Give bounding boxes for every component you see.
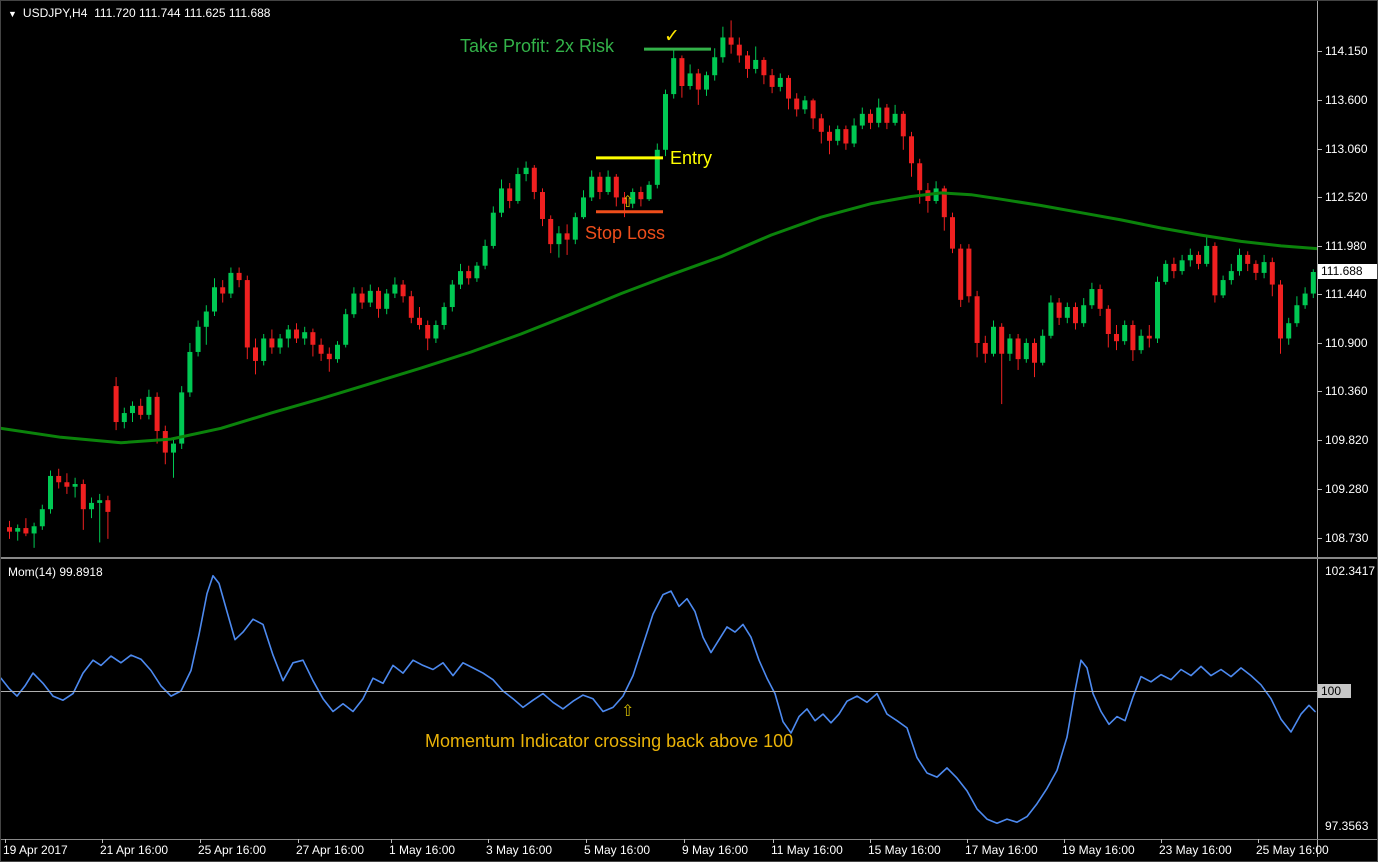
momentum-indicator-chart[interactable] xyxy=(1,560,1317,839)
price-axis-label: 110.360 xyxy=(1325,384,1368,399)
price-axis-label: 114.150 xyxy=(1325,43,1368,58)
symbol-timeframe-label: USDJPY,H4 xyxy=(22,6,88,20)
price-axis-tick xyxy=(1317,245,1322,247)
price-axis-tick xyxy=(1317,440,1322,441)
current-price-tag: 111.688 xyxy=(1318,264,1377,279)
time-axis-tick xyxy=(684,839,685,843)
time-axis-tick xyxy=(102,839,103,843)
time-axis-label: 21 Apr 16:00 xyxy=(100,843,169,857)
time-axis-label: 23 May 16:00 xyxy=(1159,843,1232,857)
momentum-100-tag: 100 xyxy=(1318,684,1351,698)
time-axis-tick xyxy=(773,839,774,843)
take-profit-label[interactable]: Take Profit: 2x Risk xyxy=(460,36,615,56)
momentum-note-label[interactable]: Momentum Indicator crossing back above 1… xyxy=(425,731,794,751)
price-axis-label: 112.520 xyxy=(1325,190,1368,205)
time-axis-tick xyxy=(298,839,299,843)
panel-separator[interactable] xyxy=(1,557,1377,559)
price-axis-label: 110.900 xyxy=(1325,335,1368,350)
time-axis-label: 11 May 16:00 xyxy=(771,843,843,857)
time-axis-label: 5 May 16:00 xyxy=(584,843,651,857)
time-axis-label: 19 May 16:00 xyxy=(1062,843,1135,857)
time-axis-label: 27 Apr 16:00 xyxy=(296,843,365,857)
momentum-100-level-line xyxy=(1,691,1317,692)
time-axis-label: 3 May 16:00 xyxy=(486,843,553,857)
price-axis-label: 113.060 xyxy=(1325,141,1368,156)
time-axis-label: 19 Apr 2017 xyxy=(3,843,68,857)
time-axis-label: 25 May 16:00 xyxy=(1256,843,1329,857)
time-axis-tick xyxy=(586,839,587,843)
price-axis-label: 111.980 xyxy=(1325,238,1367,253)
price-axis-tick xyxy=(1317,100,1322,102)
time-axis-tick xyxy=(870,839,871,843)
momentum-indicator-label: Mom(14) 99.8918 xyxy=(8,565,103,579)
time-axis-separator xyxy=(1,839,1377,840)
time-axis-tick xyxy=(967,839,968,843)
price-axis-tick xyxy=(1317,488,1322,490)
entry-up-arrow-icon: ⇧ xyxy=(621,194,635,211)
stop-loss-label[interactable]: Stop Loss xyxy=(585,223,666,243)
price-axis-label: 113.600 xyxy=(1325,93,1368,108)
chart-title: ▼ USDJPY,H4 111.720 111.744 111.625 111.6… xyxy=(8,6,270,20)
price-axis-tick xyxy=(1317,294,1322,296)
time-axis-tick xyxy=(5,839,6,843)
price-axis-label: 109.820 xyxy=(1325,433,1369,447)
momentum-axis-bottom-label: 97.3563 xyxy=(1325,819,1369,833)
price-axis-tick xyxy=(1317,391,1322,393)
time-axis-tick xyxy=(1161,839,1162,843)
price-axis-tick xyxy=(1317,50,1322,52)
entry-label[interactable]: Entry xyxy=(670,148,713,168)
price-axis-label: 111.440 xyxy=(1325,287,1367,302)
time-axis-tick xyxy=(1258,839,1259,843)
price-axis-label: 108.730 xyxy=(1325,530,1369,545)
ohlc-values: 111.720 111.744 111.625 111.688 xyxy=(94,6,271,20)
time-axis-tick xyxy=(200,839,201,843)
main-price-chart[interactable] xyxy=(1,1,1317,557)
price-axis-tick xyxy=(1317,537,1322,539)
time-axis-tick xyxy=(391,839,392,843)
checkmark-icon: ✓ xyxy=(664,26,680,47)
price-axis-tick xyxy=(1317,342,1322,344)
time-axis-tick xyxy=(488,839,489,843)
time-axis-label: 17 May 16:00 xyxy=(965,843,1038,857)
price-axis-tick xyxy=(1317,197,1322,199)
momentum-up-arrow-icon: ⇧ xyxy=(621,703,635,720)
price-axis-label: 109.280 xyxy=(1325,481,1369,496)
time-axis-label: 15 May 16:00 xyxy=(868,843,941,857)
price-axis-separator xyxy=(1317,1,1318,857)
time-axis-label: 25 Apr 16:00 xyxy=(198,843,267,857)
time-axis-tick xyxy=(1064,839,1065,843)
chart-dropdown-icon[interactable]: ▼ xyxy=(8,9,17,19)
time-axis-label: 1 May 16:00 xyxy=(389,843,456,857)
momentum-axis-top-label: 102.3417 xyxy=(1325,564,1376,578)
time-axis-label: 9 May 16:00 xyxy=(682,843,749,857)
price-axis-tick xyxy=(1317,148,1322,150)
